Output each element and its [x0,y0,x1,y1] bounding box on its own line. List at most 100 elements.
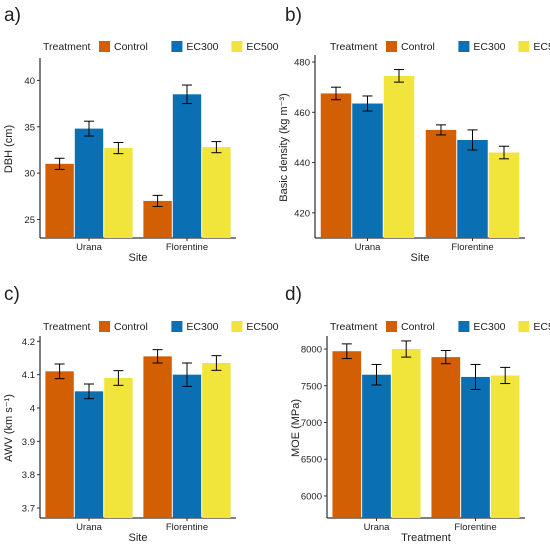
error-bar [331,86,341,101]
bar [431,357,461,518]
x-tick-label: Florentine [454,522,496,533]
bar [425,129,457,238]
bar [104,378,133,518]
y-tick-label: 4 [30,404,35,415]
legend-title: Treatment [330,41,378,53]
legend-label: Control [401,41,435,53]
legend: Treatment Control EC300 EC500 [43,41,279,53]
legend-label: EC300 [186,321,218,333]
y-tick-label: 7500 [301,381,322,392]
x-tick-label: Urana [76,242,103,253]
legend-swatch [458,41,470,52]
bar [45,163,74,238]
bar [202,147,231,238]
error-bar [84,383,94,400]
bar [202,363,231,518]
error-bar [113,370,124,386]
bar [143,356,172,518]
legend: Treatment Control EC300 EC500 [43,321,279,333]
y-tick-label: 440 [294,158,310,169]
legend-label: Control [401,321,435,333]
y-tick-label: 6000 [301,491,322,502]
panel-letter: b) [285,5,302,26]
chart-panel: b) Treatment Control EC300 EC500 420 440 460 480… [278,5,550,264]
bar [490,375,520,518]
legend-label: EC500 [246,41,278,53]
bar [143,200,172,238]
legend-swatch [458,321,470,332]
error-bar [362,95,373,112]
error-bar [436,124,446,136]
y-axis-title: DBH (cm) [3,125,15,173]
legend-swatch [231,321,243,332]
y-tick-label: 4.1 [22,370,35,381]
error-bar [54,157,65,170]
y-tick-label: 40 [24,76,35,87]
bar [45,371,74,518]
error-bar [54,363,65,380]
x-tick-label: Florentine [451,242,493,253]
x-tick-label: Urana [76,522,103,533]
y-tick-label: 3.7 [22,504,35,515]
legend-swatch [518,321,530,332]
y-tick-label: 25 [24,215,35,226]
bar [362,374,391,518]
error-bar [152,194,163,207]
legend-label: EC500 [533,41,550,53]
error-bar [182,362,192,387]
error-bar [341,343,352,360]
legend-label: EC300 [186,41,218,53]
legend-title: Treatment [43,41,91,53]
chart-panel: d) Treatment Control EC300 EC500 6000 6500 7000… [285,284,550,544]
error-bar [371,363,382,386]
bar [104,148,133,238]
y-tick-label: 35 [24,122,35,133]
x-tick-label: Florentine [166,242,208,253]
y-tick-label: 4.2 [22,337,35,348]
y-tick-label: 480 [294,58,310,69]
y-tick-label: 30 [24,169,35,180]
error-bar [182,84,192,105]
error-bar [113,142,124,155]
legend-swatch [231,41,243,52]
bar [383,75,415,239]
legend-title: Treatment [43,321,91,333]
x-tick-label: Florentine [166,522,208,533]
legend-label: Control [114,41,148,53]
y-axis-title: Basic density (kg m⁻³) [278,93,290,202]
legend-label: EC500 [246,321,278,333]
x-tick-label: Urana [355,242,382,253]
y-tick-label: 6500 [301,455,322,466]
x-axis-title: Treatment [401,532,451,544]
bar [172,374,202,518]
bar [320,93,352,238]
legend-title: Treatment [330,321,378,333]
bar [488,152,520,238]
y-tick-label: 7000 [301,418,322,429]
legend-swatch [99,321,110,332]
error-bar [211,355,222,371]
x-axis-title: Site [129,532,148,544]
x-axis-title: Site [411,252,430,264]
x-axis-title: Site [129,252,148,264]
error-bar [152,349,163,364]
legend-swatch [386,41,397,52]
legend: Treatment Control EC300 EC500 [330,321,550,333]
y-axis-title: AWV (km s⁻¹) [3,394,15,462]
legend-swatch [99,41,110,52]
legend-label: EC500 [533,321,550,333]
error-bar [401,340,412,358]
panel-letter: a) [4,5,21,26]
y-tick-label: 420 [294,208,310,219]
error-bar [84,120,94,137]
legend-label: Control [114,321,148,333]
error-bar [394,69,404,83]
panel-letter: d) [285,284,302,305]
bar [352,103,383,238]
bar [457,139,488,238]
chart-panel: a) Treatment Control EC300 EC500 25 30 35 40 Uran… [3,5,279,264]
bar [391,349,421,518]
x-tick-label: Urana [364,522,391,533]
bar [332,351,362,518]
